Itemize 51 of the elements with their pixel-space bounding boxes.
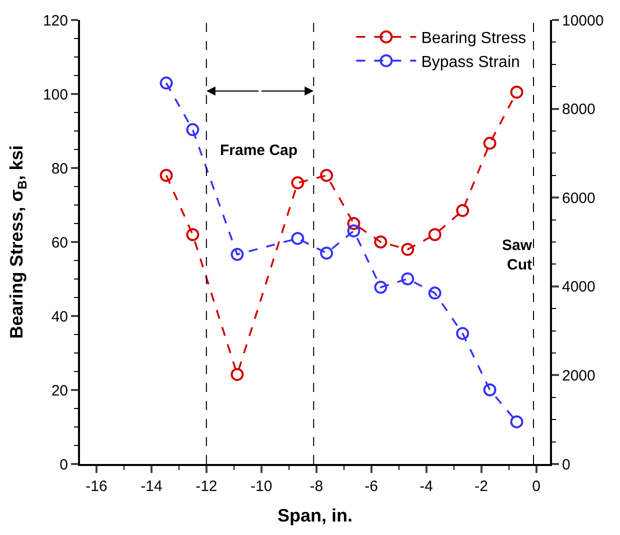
y2-tick-label: 2000 <box>562 367 596 384</box>
y2-tick-label: 4000 <box>562 278 596 296</box>
annotation: Frame Cap <box>220 142 298 159</box>
x-tick-label: -12 <box>196 478 218 495</box>
point <box>456 326 470 340</box>
point <box>291 232 304 245</box>
x-tick-label: -10 <box>250 478 272 495</box>
y2-tick-label: 10000 <box>562 12 604 30</box>
legend-label: Bearing Stress <box>421 30 526 48</box>
x-tick-label: -14 <box>140 478 162 495</box>
point <box>186 123 200 136</box>
y2-tick-label: 0 <box>562 456 570 474</box>
point <box>510 415 524 428</box>
x-axis-title: Span, in. <box>277 506 353 526</box>
y2-tick-label: 8000 <box>562 101 596 118</box>
point <box>428 228 442 242</box>
point <box>510 86 524 99</box>
y-tick-label: 40 <box>51 308 68 326</box>
annotation: Saw Cut <box>502 237 532 274</box>
point <box>401 272 414 286</box>
x-tick-label: -2 <box>474 478 488 495</box>
point <box>160 168 173 182</box>
y-tick-label: 100 <box>42 86 68 104</box>
point <box>320 246 334 260</box>
y-tick-label: 80 <box>51 160 68 178</box>
y-tick-label: 60 <box>51 234 68 252</box>
legend-label: Bypass Strain <box>421 54 520 71</box>
y-tick-label: 0 <box>60 456 68 474</box>
point <box>320 168 334 182</box>
point <box>374 236 388 248</box>
point <box>230 368 244 381</box>
point <box>186 228 200 242</box>
y-tick-label: 20 <box>51 382 68 400</box>
point <box>347 217 360 230</box>
point <box>456 204 470 218</box>
point <box>374 280 388 294</box>
point <box>230 248 244 261</box>
x-tick-label: 0 <box>532 478 540 495</box>
point <box>291 176 304 190</box>
point <box>428 286 442 300</box>
x-tick-label: -4 <box>420 478 433 495</box>
point <box>347 224 360 238</box>
x-tick-label: -8 <box>310 478 324 495</box>
point <box>483 383 496 396</box>
point <box>483 136 496 150</box>
y-tick-label: 120 <box>42 12 68 30</box>
x-tick-label: -16 <box>86 478 108 495</box>
x-tick-label: -6 <box>364 478 378 495</box>
y2-tick-label: 6000 <box>562 190 596 207</box>
point <box>401 242 414 256</box>
point <box>160 76 173 90</box>
